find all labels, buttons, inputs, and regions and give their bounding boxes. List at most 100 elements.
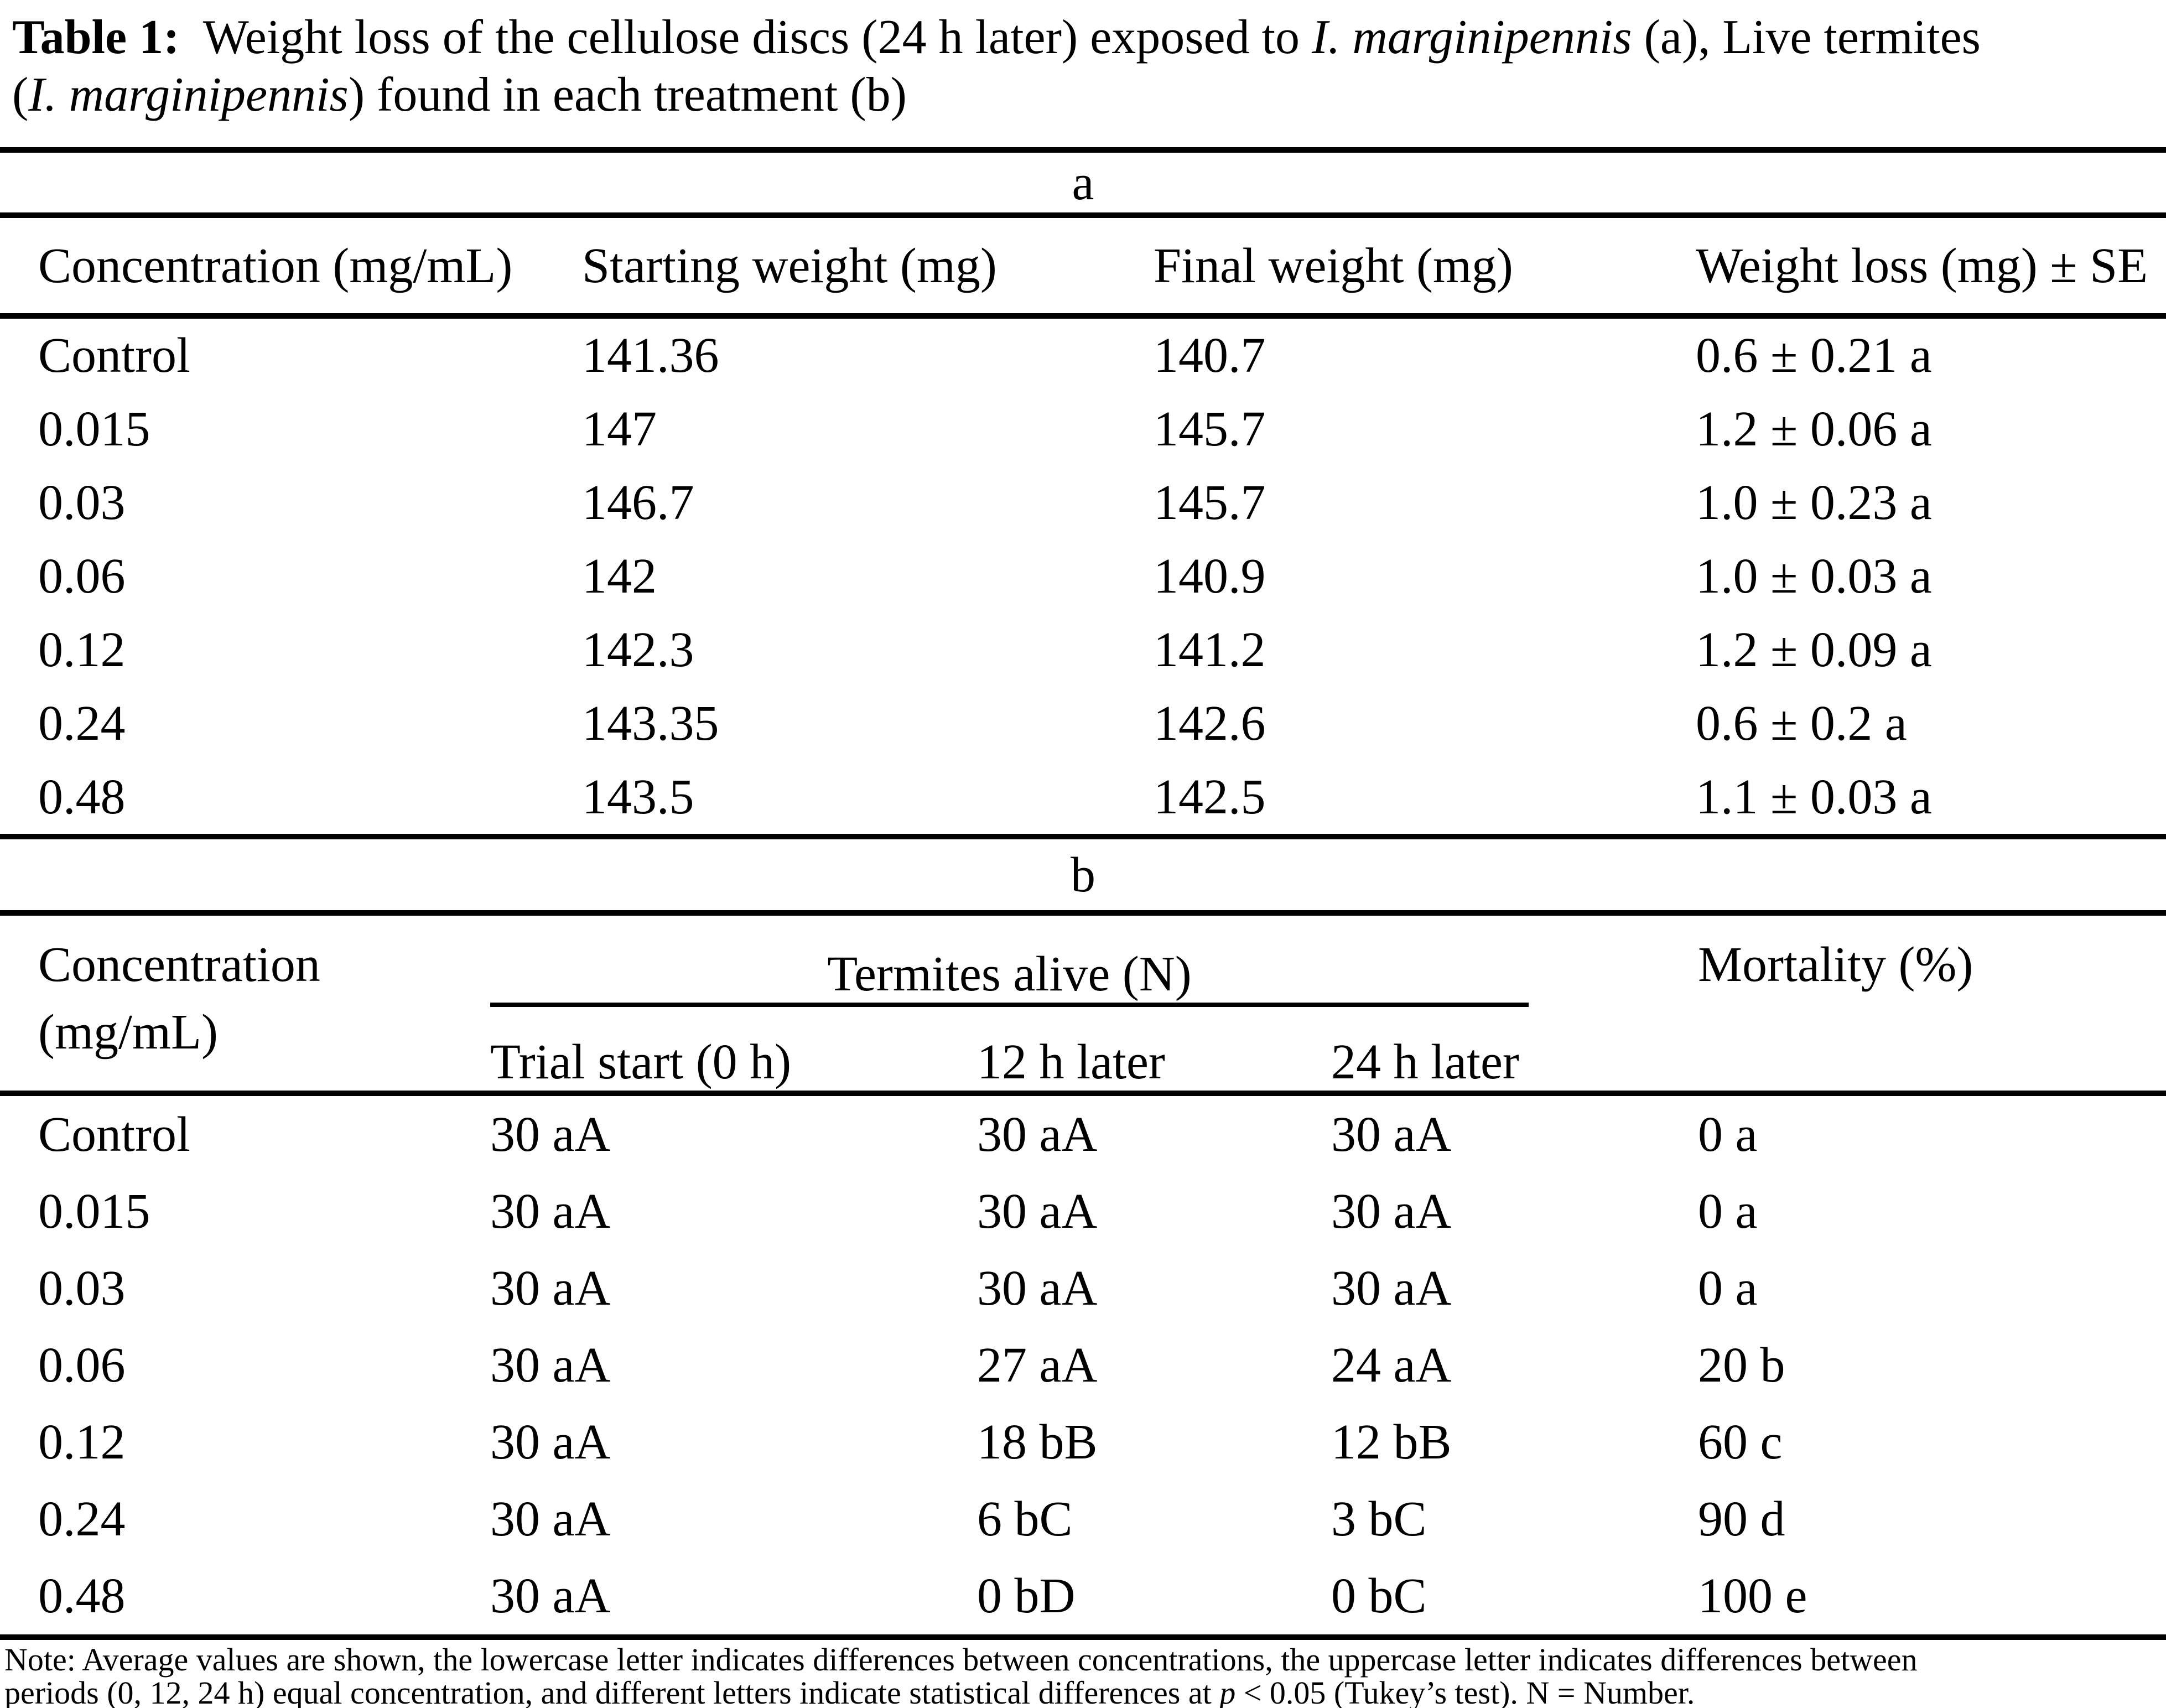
table-row: 0.06 30 aA 27 aA 24 aA 20 b <box>38 1327 2166 1404</box>
text-segment: < 0.05 (Tukey’s test). N = Number. <box>1235 1675 1695 1708</box>
table-cell: 140.7 <box>1154 328 1266 383</box>
table-a-header-row: Concentration (mg/mL) Starting weight (m… <box>0 218 2166 313</box>
table-caption: Table 1: Weight loss of the cellulose di… <box>0 0 2166 124</box>
table-cell: 1.2 ± 0.06 a <box>1696 402 1932 456</box>
sub-header-trial-start: Trial start (0 h) <box>490 1035 792 1089</box>
table-row: Control 141.36 140.7 0.6 ± 0.21 a <box>38 319 2166 392</box>
table-row: 0.06 142 140.9 1.0 ± 0.03 a <box>38 539 2166 613</box>
table-row: Control 30 aA 30 aA 30 aA 0 a <box>38 1096 2166 1173</box>
table-cell: 30 aA <box>977 1261 1098 1316</box>
table-cell: 0.12 <box>38 622 126 677</box>
horizontal-rule <box>0 147 2166 153</box>
table-cell: 0.12 <box>38 1415 126 1470</box>
table-b-header: Concentration (mg/mL) Termites alive (N)… <box>0 916 2166 1091</box>
table-cell: 0 a <box>1698 1107 1758 1162</box>
table-cell: 145.7 <box>1154 402 1266 456</box>
table-cell: 30 aA <box>977 1184 1098 1239</box>
table-cell: 30 aA <box>490 1261 611 1316</box>
sub-header-row: Trial start (0 h) 12 h later 24 h later <box>490 1007 1529 1098</box>
sub-header-24h: 24 h later <box>1331 1035 1519 1089</box>
table-cell: 142.5 <box>1154 770 1266 824</box>
table-cell: 100 e <box>1698 1569 1807 1623</box>
table-cell: 0.06 <box>38 549 126 604</box>
table-cell: 0 bD <box>977 1569 1076 1623</box>
table-cell: 30 aA <box>490 1492 611 1546</box>
column-header-starting-weight: Starting weight (mg) <box>582 238 997 293</box>
text-segment: I. marginipennis <box>28 68 349 122</box>
table-cell: 0.24 <box>38 1492 126 1546</box>
horizontal-rule <box>0 834 2166 839</box>
table-cell: Control <box>38 1107 191 1162</box>
termites-alive-group: Termites alive (N) Trial start (0 h) 12 … <box>490 916 1698 1098</box>
table-cell: 30 aA <box>490 1415 611 1470</box>
table-row: 0.03 30 aA 30 aA 30 aA 0 a <box>38 1250 2166 1327</box>
table-cell: 143.35 <box>582 696 719 751</box>
table-cell: 141.2 <box>1154 622 1266 677</box>
column-header-mortality: Mortality (%) <box>1698 937 1973 992</box>
table-cell: 140.9 <box>1154 549 1266 604</box>
table-cell: 0.015 <box>38 402 150 456</box>
table-cell: 6 bC <box>977 1492 1073 1546</box>
group-header-termites-alive: Termites alive (N) <box>827 947 1192 1001</box>
section-b-label: b <box>1071 847 1095 902</box>
section-a-label: a <box>1072 155 1094 210</box>
table-b-body: Control 30 aA 30 aA 30 aA 0 a 0.015 30 aA 30 aA… <box>0 1096 2166 1634</box>
table-cell: 90 d <box>1698 1492 1785 1546</box>
table-cell: 30 aA <box>490 1338 611 1393</box>
table-cell: 3 bC <box>1331 1492 1427 1546</box>
table-cell: 30 aA <box>490 1569 611 1623</box>
table-row: 0.12 30 aA 18 bB 12 bB 60 c <box>38 1404 2166 1481</box>
table-row: 0.12 142.3 141.2 1.2 ± 0.09 a <box>38 613 2166 687</box>
column-header-concentration: Concentration (mg/mL) <box>38 916 490 1098</box>
table-cell: 0.03 <box>38 1261 126 1316</box>
table-cell: 0.24 <box>38 696 126 751</box>
table-cell: 0.6 ± 0.2 a <box>1696 696 1907 751</box>
table-cell: 30 aA <box>490 1107 611 1162</box>
text-segment: Table 1: <box>12 11 180 64</box>
table-row: 0.24 143.35 142.6 0.6 ± 0.2 a <box>38 687 2166 760</box>
table-cell: 30 aA <box>1331 1107 1452 1162</box>
sub-header-12h: 12 h later <box>977 1035 1165 1089</box>
table-cell: 143.5 <box>582 770 694 824</box>
table-cell: 0.6 ± 0.21 a <box>1696 328 1932 383</box>
table-cell: 0.015 <box>38 1184 150 1239</box>
horizontal-rule <box>0 212 2166 218</box>
table-cell: 1.0 ± 0.23 a <box>1696 475 1932 530</box>
table-row: 0.015 147 145.7 1.2 ± 0.06 a <box>38 392 2166 466</box>
spanner-rule <box>490 1003 1529 1007</box>
horizontal-rule <box>0 313 2166 319</box>
termites-alive-span: Termites alive (N) Trial start (0 h) 12 … <box>490 916 1529 1098</box>
table-cell: 0.03 <box>38 475 126 530</box>
table-cell: 147 <box>582 402 657 456</box>
table-row: 0.03 146.7 145.7 1.0 ± 0.23 a <box>38 466 2166 539</box>
table-cell: 30 aA <box>1331 1184 1452 1239</box>
table-row: 0.48 143.5 142.5 1.1 ± 0.03 a <box>38 760 2166 834</box>
text-segment: I. marginipennis <box>1312 11 1632 64</box>
table-cell: 30 aA <box>490 1184 611 1239</box>
table-cell: 27 aA <box>977 1338 1098 1393</box>
column-header-line2: (mg/mL) <box>38 1005 218 1060</box>
table-cell: 146.7 <box>582 475 694 530</box>
table-cell: 12 bB <box>1331 1415 1452 1470</box>
horizontal-rule <box>0 910 2166 916</box>
text-segment: p <box>1219 1675 1236 1708</box>
table-cell: 142 <box>582 549 657 604</box>
table-cell: 24 aA <box>1331 1338 1452 1393</box>
table-cell: 142.6 <box>1154 696 1266 751</box>
horizontal-rule <box>0 1091 2166 1096</box>
table-cell: 0.48 <box>38 770 126 824</box>
text-segment: ) found in each treatment (b) <box>348 68 907 122</box>
table-row: 0.015 30 aA 30 aA 30 aA 0 a <box>38 1173 2166 1250</box>
table-note: Note: Average values are shown, the lowe… <box>0 1643 2166 1708</box>
table-cell: 1.0 ± 0.03 a <box>1696 549 1932 604</box>
table-cell: 141.36 <box>582 328 719 383</box>
table-row: 0.24 30 aA 6 bC 3 bC 90 d <box>38 1481 2166 1558</box>
table-cell: 1.1 ± 0.03 a <box>1696 770 1932 824</box>
table-cell: 30 aA <box>977 1107 1098 1162</box>
column-header-concentration: Concentration (mg/mL) <box>38 238 513 293</box>
table-row: 0.48 30 aA 0 bD 0 bC 100 e <box>38 1558 2166 1634</box>
table-cell: 20 b <box>1698 1338 1785 1393</box>
table-cell: Control <box>38 328 191 383</box>
column-header-final-weight: Final weight (mg) <box>1154 238 1513 293</box>
